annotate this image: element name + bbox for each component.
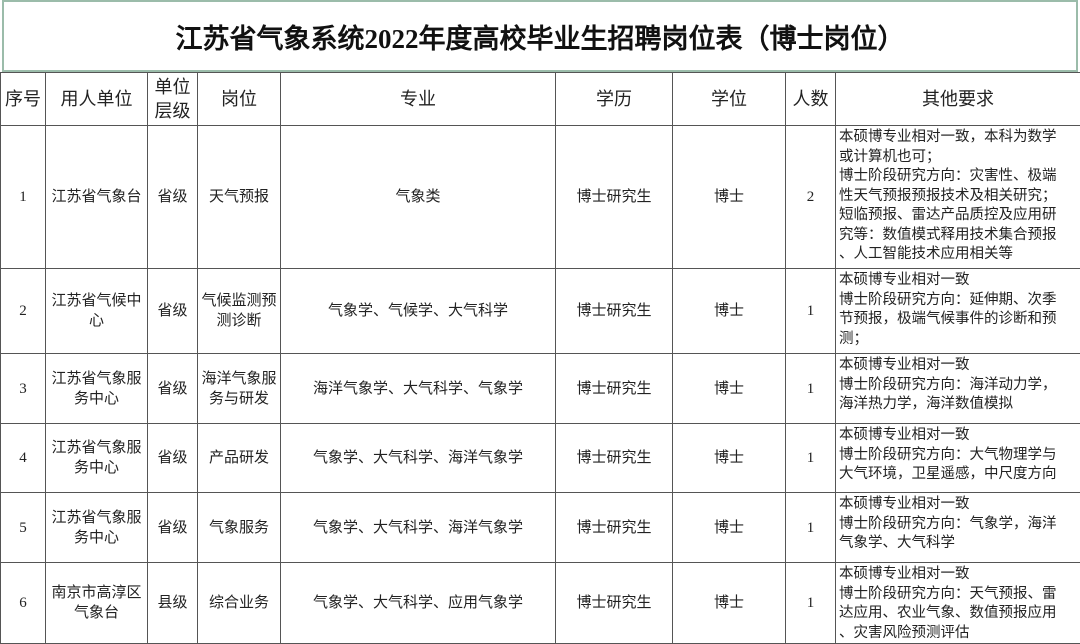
- table-cell: 博士研究生: [556, 563, 673, 644]
- requirements-cell: 本硕博专业相对一致博士阶段研究方向：延伸期、次季节预报，极端气候事件的诊断和预测…: [836, 269, 1080, 354]
- table-cell: 综合业务: [198, 563, 281, 644]
- table-cell: 1: [786, 269, 836, 354]
- table-cell: 省级: [148, 269, 198, 354]
- table-cell: 海洋气象服务与研发: [198, 354, 281, 424]
- table-cell: 省级: [148, 126, 198, 269]
- requirement-line: 博士阶段研究方向：大气物理学与: [839, 446, 1078, 466]
- table-cell: 博士: [673, 493, 786, 563]
- table-cell: 省级: [148, 424, 198, 493]
- table-cell: 1: [786, 354, 836, 424]
- requirement-line: 本硕博专业相对一致: [839, 271, 1078, 291]
- table-cell: 气象学、气候学、大气科学: [281, 269, 556, 354]
- requirement-line: 本硕博专业相对一致，本科为数学: [839, 128, 1078, 148]
- table-cell: 1: [786, 563, 836, 644]
- requirements-cell: 本硕博专业相对一致博士阶段研究方向：海洋动力学，海洋热力学，海洋数值模拟: [836, 354, 1080, 424]
- table-cell: 江苏省气候中心: [46, 269, 148, 354]
- column-header: 学位: [673, 73, 786, 126]
- table-cell: 4: [1, 424, 46, 493]
- table-cell: 博士: [673, 563, 786, 644]
- table-cell: 气象服务: [198, 493, 281, 563]
- table-cell: 气象学、大气科学、海洋气象学: [281, 424, 556, 493]
- requirement-line: 博士阶段研究方向：天气预报、雷: [839, 585, 1078, 605]
- table-cell: 博士: [673, 269, 786, 354]
- table-cell: 江苏省气象台: [46, 126, 148, 269]
- requirements-cell: 本硕博专业相对一致博士阶段研究方向：气象学，海洋气象学、大气科学: [836, 493, 1080, 563]
- requirement-line: 究等：数值模式释用技术集合预报: [839, 226, 1078, 246]
- table-cell: 省级: [148, 354, 198, 424]
- column-header: 人数: [786, 73, 836, 126]
- requirement-line: 本硕博专业相对一致: [839, 565, 1078, 585]
- column-header: 学历: [556, 73, 673, 126]
- requirements-cell: 本硕博专业相对一致博士阶段研究方向：天气预报、雷达应用、农业气象、数值预报应用、…: [836, 563, 1080, 644]
- table-cell: 博士研究生: [556, 126, 673, 269]
- column-header: 单位层级: [148, 73, 198, 126]
- column-header: 岗位: [198, 73, 281, 126]
- table-cell: 1: [786, 493, 836, 563]
- table-cell: 博士研究生: [556, 354, 673, 424]
- requirement-line: 气象学、大气科学: [839, 534, 1078, 554]
- table-cell: 江苏省气象服务中心: [46, 354, 148, 424]
- table-cell: 2: [786, 126, 836, 269]
- table-cell: 1: [786, 424, 836, 493]
- table-cell: 江苏省气象服务中心: [46, 493, 148, 563]
- table-cell: 产品研发: [198, 424, 281, 493]
- table-cell: 博士研究生: [556, 493, 673, 563]
- table-cell: 气象类: [281, 126, 556, 269]
- requirement-line: 节预报，极端气候事件的诊断和预: [839, 310, 1078, 330]
- table-title: 江苏省气象系统2022年度高校毕业生招聘岗位表（博士岗位）: [2, 0, 1078, 72]
- table-cell: 博士研究生: [556, 269, 673, 354]
- table-cell: 南京市高淳区气象台: [46, 563, 148, 644]
- requirement-line: 博士阶段研究方向：海洋动力学，: [839, 376, 1078, 396]
- requirement-line: 测；: [839, 330, 1078, 350]
- table-cell: 博士: [673, 354, 786, 424]
- requirements-cell: 本硕博专业相对一致博士阶段研究方向：大气物理学与大气环境，卫星遥感，中尺度方向: [836, 424, 1080, 493]
- table-cell: 县级: [148, 563, 198, 644]
- column-header: 序号: [1, 73, 46, 126]
- table-cell: 5: [1, 493, 46, 563]
- table-cell: 博士: [673, 424, 786, 493]
- requirement-line: 博士阶段研究方向：延伸期、次季: [839, 291, 1078, 311]
- requirement-line: 博士阶段研究方向：灾害性、极端: [839, 167, 1078, 187]
- table-cell: 气象学、大气科学、应用气象学: [281, 563, 556, 644]
- requirement-line: 本硕博专业相对一致: [839, 356, 1078, 376]
- requirement-line: 达应用、农业气象、数值预报应用: [839, 604, 1078, 624]
- table-cell: 6: [1, 563, 46, 644]
- requirement-line: 本硕博专业相对一致: [839, 495, 1078, 515]
- table-cell: 气象学、大气科学、海洋气象学: [281, 493, 556, 563]
- requirement-line: 短临预报、雷达产品质控及应用研: [839, 206, 1078, 226]
- table-cell: 省级: [148, 493, 198, 563]
- requirements-cell: 本硕博专业相对一致，本科为数学或计算机也可；博士阶段研究方向：灾害性、极端性天气…: [836, 126, 1080, 269]
- table-cell: 天气预报: [198, 126, 281, 269]
- table-cell: 江苏省气象服务中心: [46, 424, 148, 493]
- requirement-line: 、灾害风险预测评估: [839, 624, 1078, 644]
- column-header: 用人单位: [46, 73, 148, 126]
- table-cell: 2: [1, 269, 46, 354]
- header-row: 序号用人单位单位层级岗位专业学历学位人数其他要求: [1, 73, 1080, 126]
- requirement-line: 博士阶段研究方向：气象学，海洋: [839, 515, 1078, 535]
- requirement-line: 、人工智能技术应用相关等: [839, 245, 1078, 265]
- requirement-line: 性天气预报预报技术及相关研究；: [839, 187, 1078, 207]
- requirement-line: 或计算机也可；: [839, 148, 1078, 168]
- table-cell: 博士研究生: [556, 424, 673, 493]
- column-header: 专业: [281, 73, 556, 126]
- column-header: 其他要求: [836, 73, 1080, 126]
- table-cell: 海洋气象学、大气科学、气象学: [281, 354, 556, 424]
- table-cell: 3: [1, 354, 46, 424]
- table-cell: 博士: [673, 126, 786, 269]
- requirement-line: 大气环境，卫星遥感，中尺度方向: [839, 465, 1078, 485]
- requirement-line: 本硕博专业相对一致: [839, 426, 1078, 446]
- requirement-line: 海洋热力学，海洋数值模拟: [839, 395, 1078, 415]
- table-cell: 1: [1, 126, 46, 269]
- table-cell: 气候监测预测诊断: [198, 269, 281, 354]
